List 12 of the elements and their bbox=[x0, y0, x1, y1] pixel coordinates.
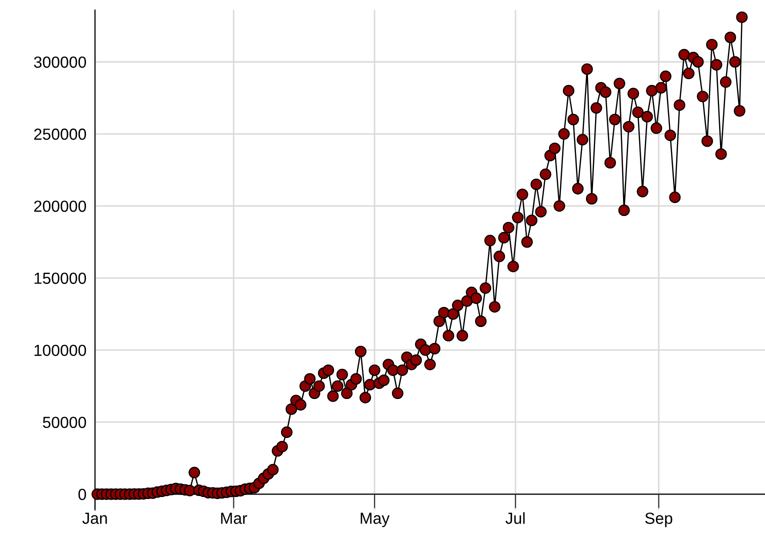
x-tick-label: May bbox=[360, 512, 390, 528]
y-tick-label: 150000 bbox=[34, 272, 86, 284]
y-tick-label: 300000 bbox=[34, 56, 86, 68]
x-tick-label: Jan bbox=[82, 512, 107, 524]
x-tick-label: Mar bbox=[221, 512, 248, 524]
y-tick-label: 250000 bbox=[34, 128, 86, 140]
x-tick-label: Jul bbox=[506, 512, 525, 524]
y-tick-label: 200000 bbox=[34, 200, 86, 212]
x-tick-label: Sep bbox=[645, 512, 672, 528]
y-tick-label: 100000 bbox=[34, 344, 86, 356]
y-tick-label: 0 bbox=[78, 488, 86, 500]
y-tick-label: 50000 bbox=[42, 416, 86, 428]
